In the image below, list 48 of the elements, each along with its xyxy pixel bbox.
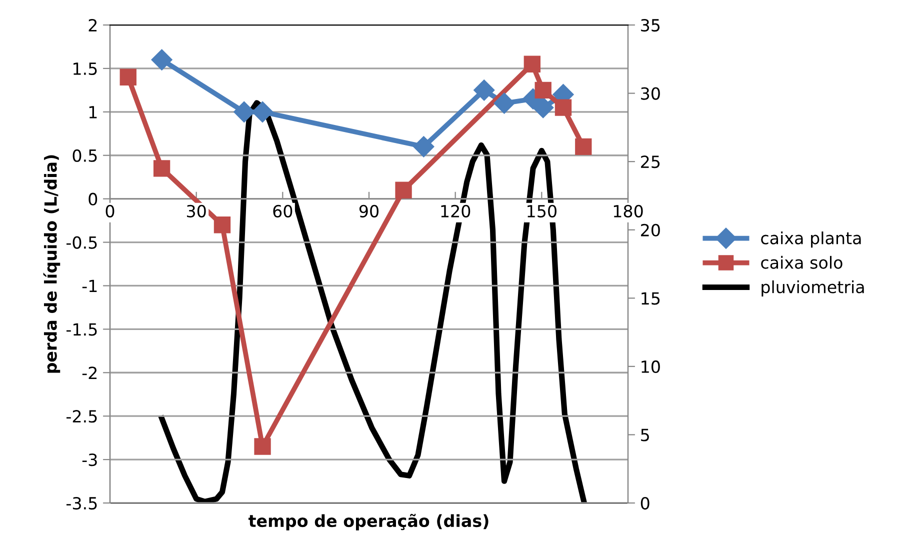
y-tick-label: 1.5 xyxy=(74,62,97,76)
legend-label: pluviometria xyxy=(762,280,864,297)
y-tick-label: -3 xyxy=(82,454,97,466)
point xyxy=(554,99,572,116)
y-tick-label: 0 xyxy=(88,192,98,206)
x-tick-label: 120 xyxy=(441,204,470,218)
point xyxy=(532,97,554,118)
y-tick-label: -2.5 xyxy=(66,410,97,423)
y2-tick-label: 0 xyxy=(640,496,650,510)
y-tick-label: -0.5 xyxy=(66,236,97,249)
point xyxy=(524,56,541,72)
point xyxy=(575,138,592,156)
point xyxy=(234,101,255,122)
y2-tick-label: 30 xyxy=(641,87,660,100)
point xyxy=(214,216,231,234)
x-tick-label: 150 xyxy=(528,204,556,218)
point xyxy=(494,92,515,114)
y2-tick-label: 25 xyxy=(641,156,660,168)
x-tick-label: 0 xyxy=(106,204,114,218)
y2-tick-label: 15 xyxy=(642,292,660,305)
x-tick-label: 90 xyxy=(359,204,378,218)
y-tick-label: -1 xyxy=(82,280,97,292)
y-tick-label: 0.5 xyxy=(72,149,97,162)
point xyxy=(153,160,170,177)
y-tick-label: 1 xyxy=(89,106,97,118)
legend-label: caixa planta xyxy=(761,231,861,248)
point xyxy=(395,182,412,198)
y-axis-title: perda de líquido (L/dia) xyxy=(43,155,60,373)
y-tick-label: -2 xyxy=(82,366,97,379)
y-tick-label: -3.5 xyxy=(66,496,97,510)
point xyxy=(252,101,274,122)
y2-tick-label: 20 xyxy=(641,224,660,236)
y2-tick-label: 5 xyxy=(641,428,649,442)
x-tick-label: 30 xyxy=(187,204,206,218)
x-axis-title: tempo de operação (dias) xyxy=(248,514,488,530)
point xyxy=(151,49,172,70)
legend-label: caixa solo xyxy=(761,256,842,269)
y-tick-label: 2 xyxy=(88,18,97,32)
point xyxy=(254,438,271,455)
point xyxy=(120,68,136,86)
y2-tick-label: 10 xyxy=(642,360,660,373)
x-tick-label: 60 xyxy=(273,204,292,218)
point xyxy=(534,82,552,99)
y-tick-label: -1.5 xyxy=(66,323,97,336)
x-tick-label: 180 xyxy=(614,204,643,218)
point xyxy=(413,136,434,158)
y2-tick-label: 35 xyxy=(641,18,660,32)
point xyxy=(474,80,495,101)
